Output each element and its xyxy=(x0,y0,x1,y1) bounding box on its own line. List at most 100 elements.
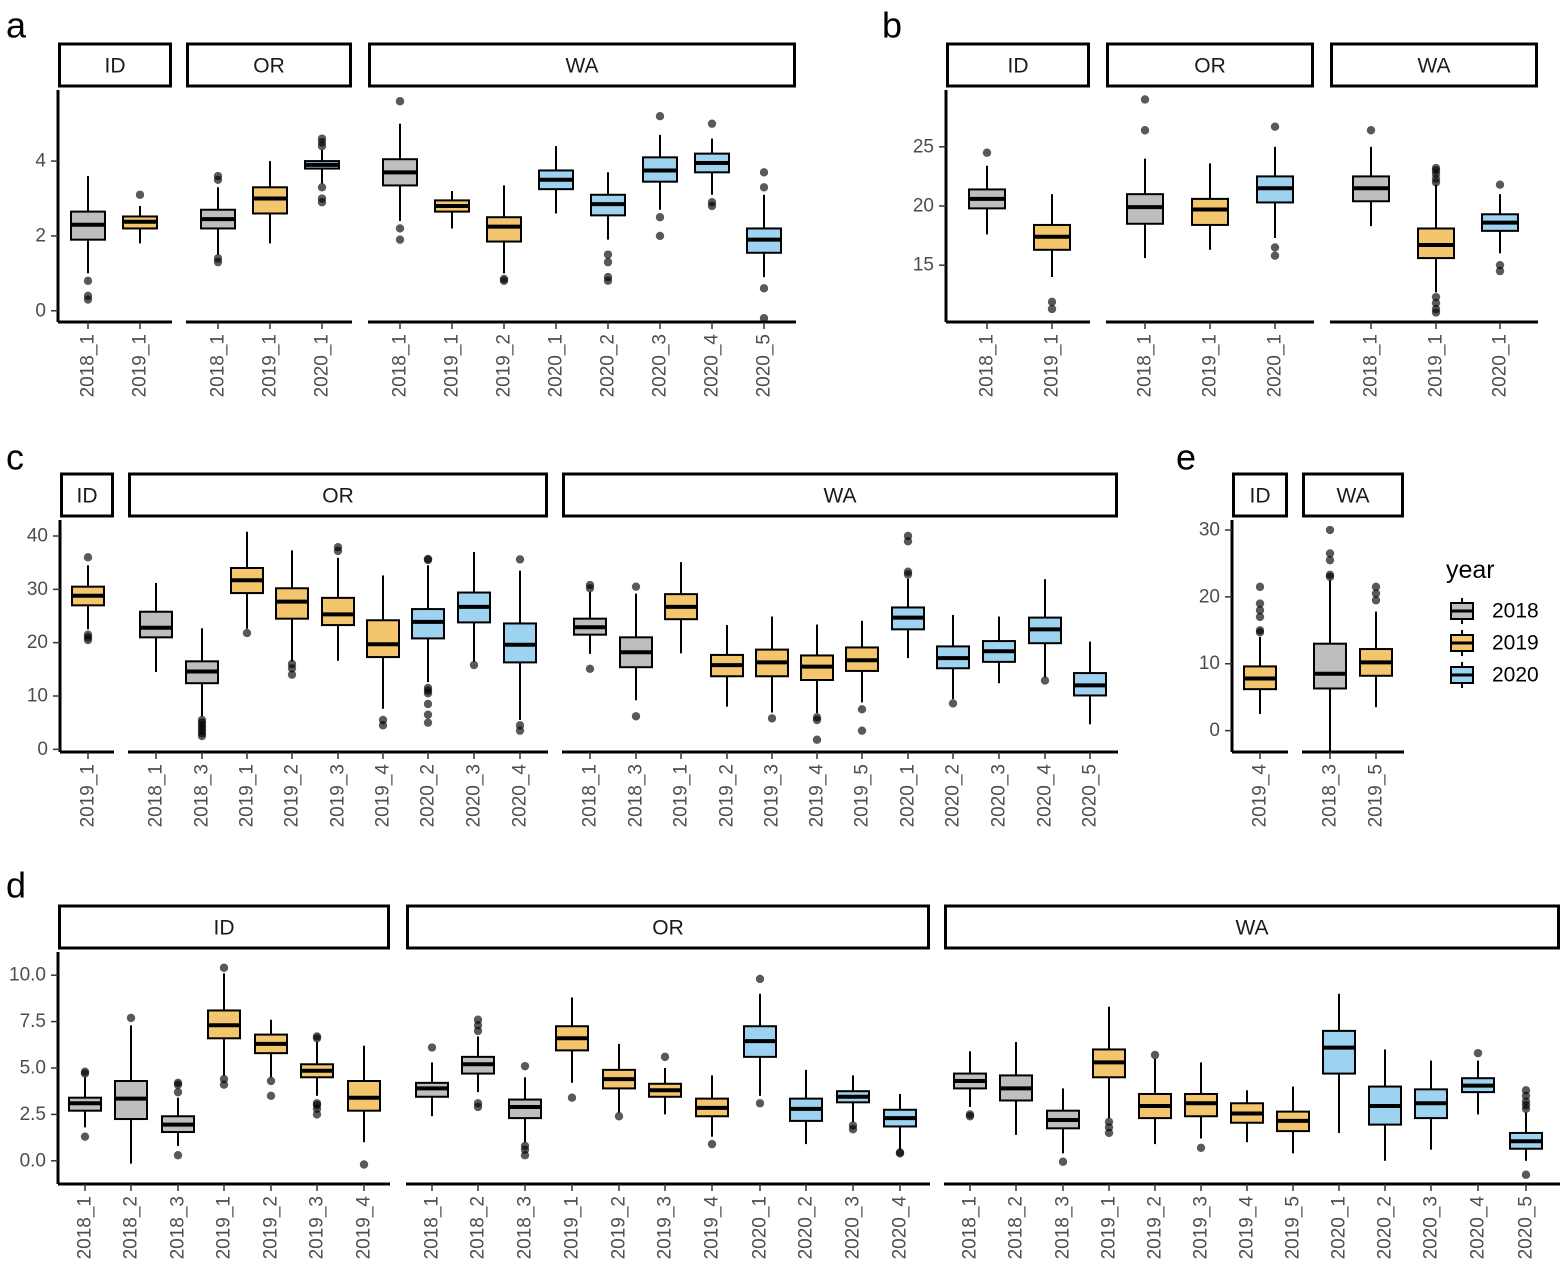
facet-WA: WA 2018_3 2019_5 xyxy=(1302,472,1404,827)
facet-strip-label: OR xyxy=(253,55,285,78)
box-iqr xyxy=(139,610,173,639)
box-2019_1: 2019_1 xyxy=(1033,194,1071,397)
y-tick-label: 30 xyxy=(27,579,48,600)
box-2020_4: 2020_4 xyxy=(694,119,730,398)
box-2019_1: 2019_1 xyxy=(230,531,264,827)
box-2019_4: 2019_4 xyxy=(1243,582,1277,827)
box-2019_4: 2019_4 xyxy=(800,624,834,827)
x-tick-label: 2018_1 xyxy=(580,764,601,827)
x-tick-label: 2018_1 xyxy=(78,334,99,397)
x-tick-label: 2019_1 xyxy=(1099,1196,1120,1259)
panel-letter: e xyxy=(1176,437,1196,478)
x-tick-label: 2019_1 xyxy=(260,334,281,397)
outlier-point xyxy=(631,712,641,721)
outlier-point xyxy=(1040,676,1050,685)
x-tick-label: 2018_1 xyxy=(1361,334,1382,397)
box-2019_1: 2019_1 xyxy=(1191,163,1229,397)
outlier-point xyxy=(755,1099,765,1108)
outlier-point xyxy=(126,1013,136,1023)
x-tick-label: 2018_3 xyxy=(1320,764,1341,827)
outlier-point xyxy=(423,699,433,709)
facet-strip-label: WA xyxy=(1235,917,1268,940)
panel-letter: c xyxy=(6,437,24,478)
outlier-point xyxy=(1270,243,1280,252)
x-tick-label: 2018_2 xyxy=(121,1196,142,1259)
panel-letter: b xyxy=(882,5,902,46)
outlier-point xyxy=(499,274,509,284)
outlier-point xyxy=(965,1112,975,1121)
outlier-point xyxy=(135,190,145,199)
box-2019_2: 2019_2 xyxy=(486,185,522,397)
panel-letter: a xyxy=(6,5,27,46)
y-tick-label: 25 xyxy=(913,136,934,157)
facet-strip-label: OR xyxy=(652,917,684,940)
box-2020_3: 2020_3 xyxy=(836,1075,870,1259)
outlier-point xyxy=(80,1132,90,1141)
x-tick-label: 2020_4 xyxy=(510,764,531,828)
outlier-point xyxy=(242,628,252,638)
x-tick-label: 2018_1 xyxy=(75,1196,96,1259)
box-2019_1: 2019_1 xyxy=(664,562,698,827)
box-2020_2: 2020_2 xyxy=(411,554,445,827)
outlier-point xyxy=(857,705,867,714)
outlier-point xyxy=(614,1112,624,1121)
x-tick-label: 2019_4 xyxy=(1237,1196,1258,1260)
legend-label: 2019 xyxy=(1492,632,1539,655)
outlier-point xyxy=(759,314,769,323)
outlier-point xyxy=(1371,596,1381,605)
outlier-point xyxy=(1255,606,1265,615)
y-tick-label: 15 xyxy=(913,255,934,276)
box-2018_3: 2018_3 xyxy=(508,1061,542,1259)
facet-strip xyxy=(186,42,352,88)
facet-strip xyxy=(368,42,796,88)
box-2020_4: 2020_4 xyxy=(1028,579,1062,827)
outlier-point xyxy=(707,1139,717,1149)
x-tick-label: 2020_2 xyxy=(598,334,619,397)
outlier-point xyxy=(312,1110,322,1119)
panel-b: b 15 20 25 ID 2018_1 2019_1 OR 2018_1 2019_1 2020_… xyxy=(882,5,1538,397)
outlier-point xyxy=(333,543,343,552)
legend-label: 2020 xyxy=(1492,664,1539,687)
legend-title: year xyxy=(1446,556,1495,584)
x-tick-label: 2019_1 xyxy=(1042,334,1063,397)
x-tick-label: 2019_1 xyxy=(1426,334,1447,397)
facet-strip-label: WA xyxy=(1336,485,1369,508)
facet-strip xyxy=(1330,42,1538,88)
box-2020_2: 2020_2 xyxy=(789,1069,823,1259)
panel-d: d 0.0 2.5 5.0 7.5 10.0 ID 2018_1 2018_2 2018_3 201… xyxy=(6,865,1560,1260)
box-iqr xyxy=(321,596,355,627)
box-2019_1: 2019_1 xyxy=(252,161,288,397)
outlier-point xyxy=(1521,1170,1531,1179)
x-tick-label: 2019_4 xyxy=(373,764,394,828)
x-tick-label: 2020_5 xyxy=(754,334,775,397)
facet-WA: WA 2018_1 2018_3 2019_1 2019_2 2019_3 2019_4 20… xyxy=(562,472,1118,827)
outlier-point xyxy=(423,710,433,719)
facet-ID: ID 2018_1 2019_1 xyxy=(58,42,172,397)
outlier-point xyxy=(80,1067,90,1076)
facet-strip-label: ID xyxy=(105,55,126,78)
box-2020_4: 2020_4 xyxy=(1461,1048,1495,1259)
facet-OR: OR 2018_1 2018_3 2019_1 2019_2 2019_3 2019_4 20… xyxy=(128,472,548,828)
box-2019_1: 2019_1 xyxy=(71,553,105,827)
box-2018_1: 2018_1 xyxy=(953,1051,987,1259)
outlier-point xyxy=(1371,582,1381,592)
x-tick-label: 2019_1 xyxy=(671,764,692,827)
outlier-point xyxy=(395,97,405,106)
x-tick-label: 2020_4 xyxy=(702,334,723,398)
outlier-point xyxy=(1140,95,1150,104)
box-2020_3: 2020_3 xyxy=(1414,1060,1448,1259)
box-2019_5: 2019_5 xyxy=(1359,582,1393,827)
x-tick-label: 2018_3 xyxy=(168,1196,189,1259)
outlier-point xyxy=(631,582,641,591)
outlier-point xyxy=(1325,570,1335,580)
outlier-point xyxy=(655,111,665,121)
y-tick-label: 20 xyxy=(27,632,48,653)
x-tick-label: 2020_2 xyxy=(943,764,964,827)
x-tick-label: 2019_1 xyxy=(78,764,99,827)
x-tick-label: 2020_1 xyxy=(898,764,919,827)
box-2020_2: 2020_2 xyxy=(590,172,626,397)
box-2019_1: 2019_1 xyxy=(1417,163,1455,397)
x-tick-label: 2019_1 xyxy=(237,764,258,827)
y-tick-label: 10 xyxy=(1199,653,1220,674)
x-tick-label: 2019_1 xyxy=(562,1196,583,1259)
